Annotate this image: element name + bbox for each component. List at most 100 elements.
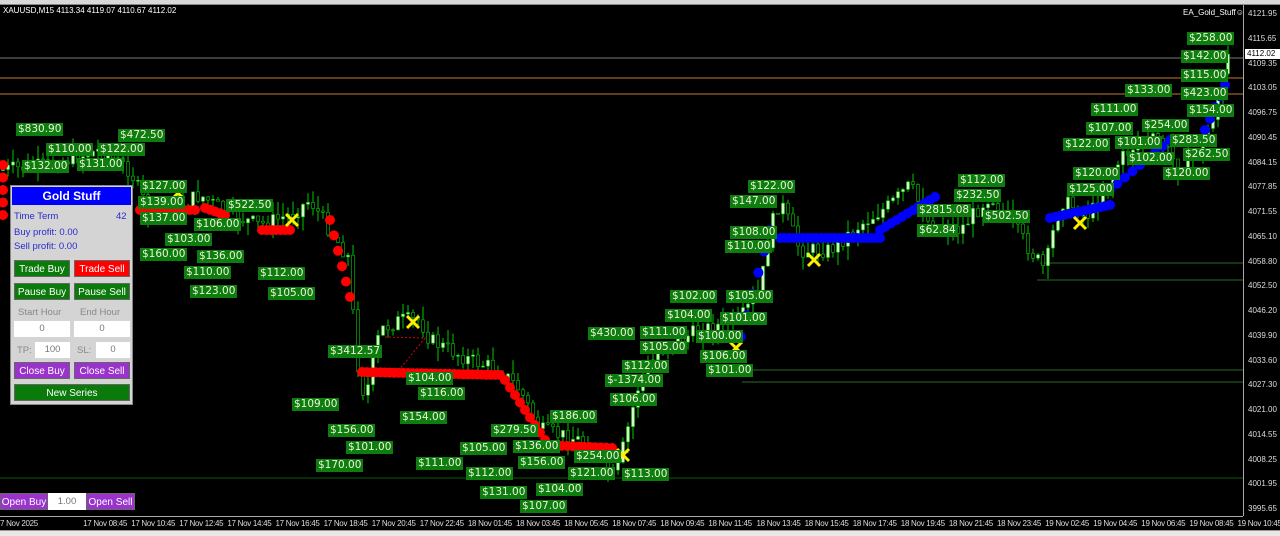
- buy-trail-dot: [1200, 125, 1210, 135]
- candle-bear: [451, 343, 455, 357]
- ea-name-label[interactable]: EA_Gold_Stuff☺: [1183, 8, 1244, 17]
- current-price-marker: 4112.02: [1245, 49, 1280, 59]
- price-tick: 4014.55: [1248, 429, 1277, 439]
- profit-label: $3412.57: [328, 345, 383, 358]
- new-series-button[interactable]: New Series: [14, 384, 130, 401]
- tp-input[interactable]: 100: [35, 342, 70, 358]
- time-label: Time Term: [14, 211, 59, 222]
- profit-label: $110.00: [725, 240, 773, 253]
- candle-bull: [871, 219, 875, 224]
- candle-bear: [356, 309, 360, 372]
- candle-bear: [16, 161, 20, 168]
- sell-trail-dot: [285, 225, 295, 235]
- start-hour-input[interactable]: 0: [14, 321, 70, 337]
- candle-bull: [401, 313, 405, 317]
- buy-trail-dot: [753, 267, 764, 278]
- price-tick: 4096.75: [1248, 108, 1277, 117]
- profit-label: $116.00: [418, 387, 466, 400]
- time-axis[interactable]: 7 Nov 2025 17 Nov 08:45 17 Nov 10:45 17 Nov…: [0, 516, 1280, 530]
- profit-label: $127.00: [140, 180, 188, 193]
- candle-bull: [1051, 230, 1055, 249]
- profit-label: $122.00: [98, 143, 146, 156]
- pause-buy-button[interactable]: Pause Buy: [14, 283, 70, 300]
- candle-bull: [866, 223, 870, 225]
- candle-bear: [216, 199, 220, 202]
- buy-trail-dot: [1105, 200, 1115, 210]
- profit-label: $186.00: [550, 410, 598, 423]
- candle-bear: [461, 355, 465, 365]
- candle-bull: [876, 217, 880, 220]
- sell-trail-dot: [0, 197, 8, 208]
- profit-label: $111.00: [640, 326, 688, 339]
- candle-bear: [551, 423, 555, 427]
- tp-label: TP:: [17, 345, 32, 356]
- profit-label: $283.50: [1170, 134, 1218, 147]
- end-hour-label: End Hour: [80, 307, 121, 318]
- trade-buy-button[interactable]: Trade Buy: [14, 260, 70, 277]
- candle-bear: [276, 214, 280, 220]
- profit-label: $522.50: [226, 199, 274, 212]
- close-sell-button[interactable]: Close Sell: [74, 362, 130, 379]
- candle-bear: [386, 325, 390, 331]
- open-buy-button[interactable]: Open Buy: [0, 493, 48, 510]
- profit-label: $101.00: [1115, 136, 1163, 149]
- candle-bear: [351, 254, 355, 311]
- price-tick: 4058.80: [1248, 256, 1277, 266]
- close-buy-button[interactable]: Close Buy: [14, 362, 70, 379]
- trade-sell-button[interactable]: Trade Sell: [74, 260, 130, 277]
- profit-label: $105.00: [640, 341, 688, 354]
- sell-trail-dot: [510, 390, 520, 400]
- time-tick: 18 Nov 05:45: [564, 519, 609, 528]
- close-x-marker-icon: [806, 252, 822, 268]
- candle-bull: [86, 155, 90, 158]
- buy-trail-dot: [1127, 166, 1138, 177]
- time-tick: 17 Nov 12:45: [179, 519, 224, 528]
- profit-label: $154.00: [1187, 104, 1235, 117]
- candle-bear: [256, 215, 260, 222]
- buy-profit: Buy profit: 0.00: [14, 227, 78, 238]
- price-tick: 4001.95: [1248, 479, 1277, 489]
- profit-label: $107.00: [520, 500, 568, 513]
- candle-bull: [306, 202, 310, 205]
- sl-input[interactable]: 0: [96, 342, 130, 358]
- candle-bull: [746, 303, 750, 308]
- profit-label: $106.00: [610, 393, 658, 406]
- candle-bear: [321, 210, 325, 213]
- profit-label: $170.00: [316, 459, 364, 472]
- candle-bull: [211, 199, 215, 201]
- gold-stuff-panel: Gold Stuff Time Term 42 Buy profit: 0.00…: [10, 185, 133, 405]
- sell-trail-dot: [190, 205, 200, 215]
- profit-label: $104.00: [406, 372, 454, 385]
- candle-bull: [826, 244, 830, 258]
- profit-label: $147.00: [730, 195, 778, 208]
- price-axis[interactable]: 4121.95 4115.65 4109.35 4103.05 4096.75 4090.…: [1243, 5, 1280, 516]
- profit-label: $101.00: [346, 441, 394, 454]
- profit-label: $120.00: [1073, 167, 1121, 180]
- candle-bear: [801, 245, 805, 258]
- pause-sell-button[interactable]: Pause Sell: [74, 283, 130, 300]
- time-tick: 17 Nov 18:45: [323, 519, 368, 528]
- profit-label: $125.00: [1067, 183, 1115, 196]
- profit-label: $-1374.00: [605, 374, 663, 387]
- lot-size-input[interactable]: 1.00: [48, 493, 86, 510]
- candle-bull: [861, 223, 865, 231]
- profit-label: $112.00: [466, 467, 514, 480]
- profit-label: $108.00: [730, 226, 778, 239]
- candle-bear: [436, 334, 440, 348]
- candle-bear: [816, 243, 820, 255]
- sell-trail-dot: [500, 375, 510, 385]
- price-tick: 4077.85: [1248, 182, 1277, 192]
- profit-label: $131.00: [480, 486, 528, 499]
- candle-bull: [781, 202, 785, 215]
- sell-trail-dot: [515, 397, 525, 408]
- candle-bear: [526, 395, 530, 404]
- profit-label: $103.00: [165, 233, 213, 246]
- sell-trail-dot: [505, 382, 515, 393]
- profit-label: $109.00: [292, 398, 340, 411]
- profit-label: $137.00: [140, 212, 188, 225]
- candle-bear: [1031, 253, 1035, 259]
- profit-label: $104.00: [536, 483, 584, 496]
- open-sell-button[interactable]: Open Sell: [86, 493, 135, 510]
- profit-label: $62.84: [917, 224, 958, 237]
- end-hour-input[interactable]: 0: [74, 321, 130, 337]
